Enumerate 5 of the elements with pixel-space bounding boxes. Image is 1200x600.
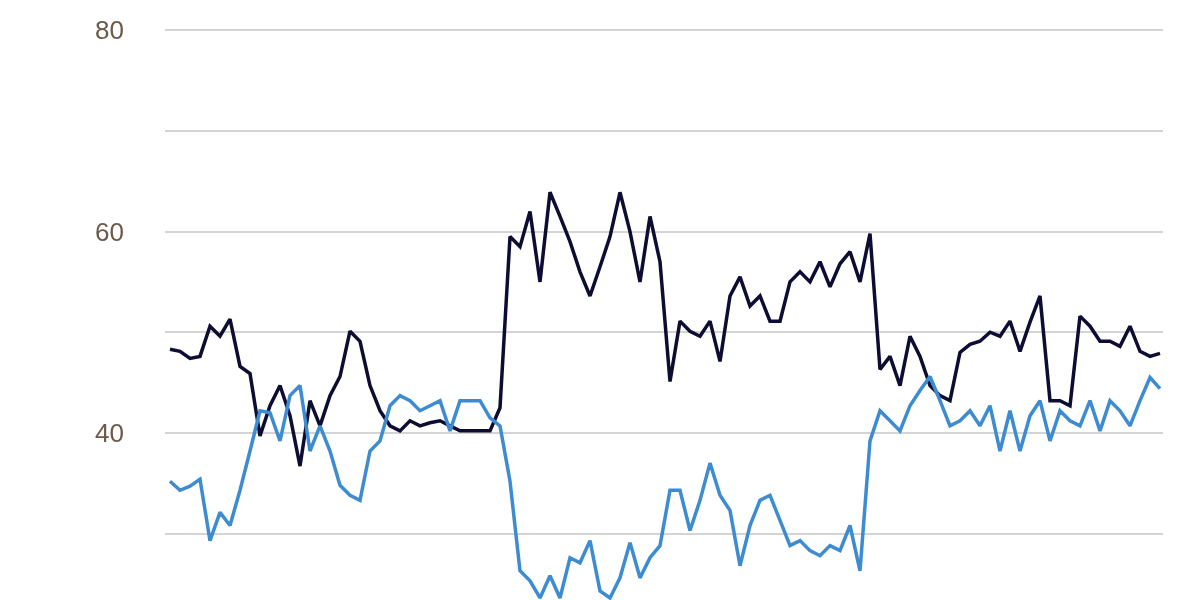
y-tick-label: 80: [95, 15, 124, 46]
y-tick-label: 40: [95, 417, 124, 448]
line-series: [168, 190, 1162, 468]
line-series: [168, 374, 1162, 600]
y-tick-label: 60: [95, 216, 124, 247]
